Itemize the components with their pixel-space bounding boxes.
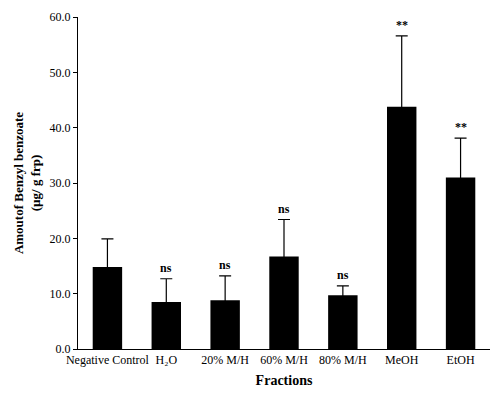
svg-text:60% M/H: 60% M/H [260, 353, 308, 367]
svg-text:Fractions: Fractions [256, 373, 313, 388]
svg-text:MeOH: MeOH [385, 353, 419, 367]
svg-text:20% M/H: 20% M/H [201, 353, 249, 367]
svg-text:20.0: 20.0 [50, 232, 71, 246]
svg-text:80% M/H: 80% M/H [319, 353, 367, 367]
svg-text:ns: ns [219, 258, 231, 272]
svg-text:Amoutof Benzyl benzoate(µg/ g: Amoutof Benzyl benzoate(µg/ g frp) [11, 112, 43, 254]
svg-text:60.0: 60.0 [50, 10, 71, 24]
svg-text:**: ** [396, 18, 408, 32]
svg-text:ns: ns [278, 202, 290, 216]
svg-text:**: ** [455, 120, 467, 134]
svg-text:Negative Control: Negative Control [66, 353, 150, 367]
svg-text:ns: ns [160, 261, 172, 275]
svg-text:ns: ns [337, 268, 349, 282]
svg-text:40.0: 40.0 [50, 121, 71, 135]
svg-text:10.0: 10.0 [50, 287, 71, 301]
svg-text:EtOH: EtOH [447, 353, 475, 367]
svg-text:50.0: 50.0 [50, 66, 71, 80]
svg-text:30.0: 30.0 [50, 176, 71, 190]
svg-text:H₂O: H₂O [156, 353, 178, 367]
svg-text:0.0: 0.0 [56, 342, 71, 356]
